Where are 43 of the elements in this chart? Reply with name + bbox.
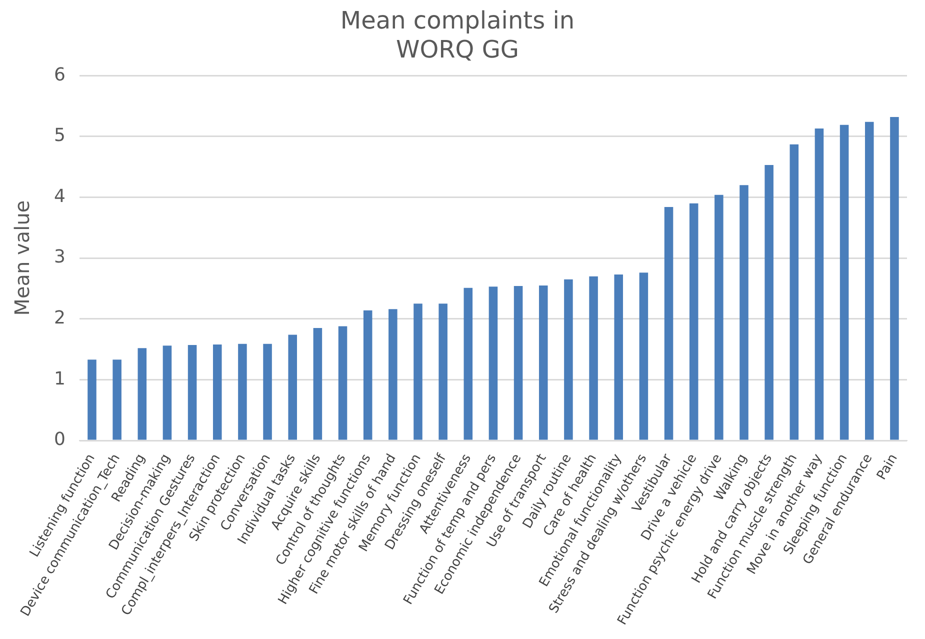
bar <box>438 304 448 440</box>
bar <box>664 206 674 440</box>
text: Mean complaints in <box>340 6 575 35</box>
bar <box>288 334 297 440</box>
bar <box>764 165 774 440</box>
bar <box>414 304 422 440</box>
bar <box>589 276 598 440</box>
bar <box>538 285 548 440</box>
bar <box>790 144 799 440</box>
bar <box>639 272 648 440</box>
bar <box>263 344 272 440</box>
bar <box>138 348 147 440</box>
bar <box>614 274 623 440</box>
y-tick-label: 4 <box>54 186 66 207</box>
bar <box>112 360 122 440</box>
bar <box>514 286 523 440</box>
bar <box>488 286 498 440</box>
bar <box>890 116 899 440</box>
bar <box>338 326 348 440</box>
y-tick-label: 0 <box>54 429 66 450</box>
bar <box>188 345 197 440</box>
bar <box>689 203 698 440</box>
bar <box>714 194 724 440</box>
bar <box>464 288 473 440</box>
bar <box>564 279 573 440</box>
y-tick-label: 1 <box>54 368 66 390</box>
bar <box>162 346 172 440</box>
y-tick-label: 5 <box>54 125 66 146</box>
y-tick-label: 2 <box>54 308 66 329</box>
bar <box>864 122 874 440</box>
bar <box>212 344 222 440</box>
y-axis-title: Mean value <box>10 200 34 316</box>
bar <box>740 185 748 440</box>
y-tick-label: 3 <box>54 246 66 268</box>
bar <box>313 328 322 440</box>
bar <box>388 309 398 440</box>
bar <box>363 310 372 440</box>
bar <box>814 128 824 440</box>
y-tick-label: 6 <box>54 64 66 86</box>
bar <box>88 360 96 440</box>
text: WORQ GG <box>396 35 520 64</box>
bar <box>840 124 849 440</box>
bar <box>238 344 247 440</box>
